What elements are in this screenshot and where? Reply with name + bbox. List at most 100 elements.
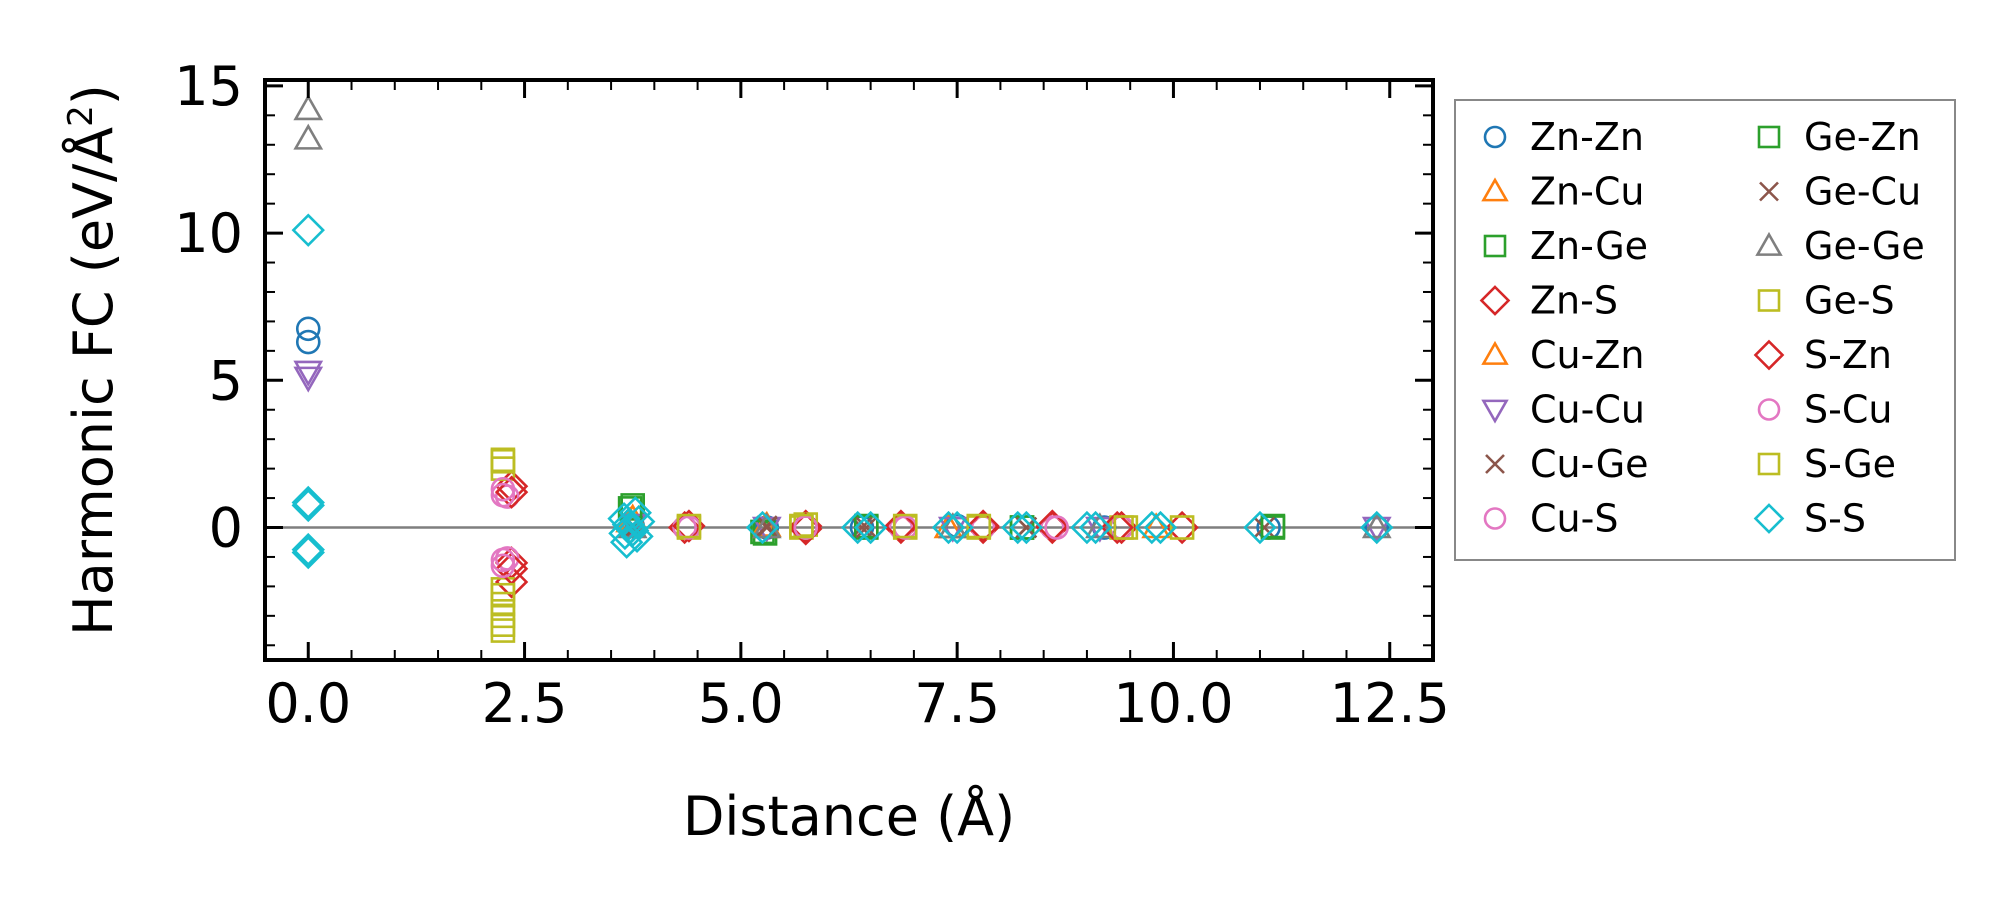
legend-marker-ge-zn xyxy=(1757,125,1781,149)
point-ge-s xyxy=(1169,515,1195,540)
point-s-cu xyxy=(490,553,516,579)
x-tick-label: 10.0 xyxy=(1113,672,1233,735)
legend-marker-zn-cu xyxy=(1481,177,1509,202)
legend-label-cu-ge: Cu-Ge xyxy=(1530,442,1649,486)
point-s-cu xyxy=(793,515,819,540)
y-axis-title-main: Harmonic FC (eV/Å xyxy=(61,127,125,636)
legend-marker-ge-s xyxy=(1757,289,1781,312)
legend: Zn-Zn Zn-Cu Zn-Ge Zn-S Cu-Zn Cu-Cu Cu-Ge Cu-S Ge… xyxy=(1454,99,1956,561)
point-ge-ge xyxy=(1361,512,1392,539)
point-s-s xyxy=(940,510,974,545)
plot-frame xyxy=(263,78,1435,662)
y-tick-label: 10 xyxy=(174,202,243,265)
legend-label-s-ge: S-Ge xyxy=(1804,442,1896,486)
y-axis-title-tail: ) xyxy=(62,84,125,105)
legend-marker-s-zn xyxy=(1753,339,1785,371)
legend-box xyxy=(1454,99,1956,561)
legend-marker-cu-ge xyxy=(1485,454,1505,474)
legend-label-zn-cu: Zn-Cu xyxy=(1530,170,1644,214)
x-tick-label: 7.5 xyxy=(914,672,1000,735)
legend-label-cu-cu: Cu-Cu xyxy=(1530,388,1645,432)
legend-marker-ge-cu xyxy=(1759,181,1779,202)
point-ge-zn xyxy=(1260,513,1286,539)
point-s-ge xyxy=(789,513,814,539)
legend-label-ge-cu: Ge-Cu xyxy=(1804,170,1921,214)
point-ge-s xyxy=(490,456,516,481)
scatter-points xyxy=(291,94,1394,643)
point-cu-ge xyxy=(1253,516,1276,539)
point-s-s xyxy=(291,213,325,247)
legend-label-s-s: S-S xyxy=(1804,497,1866,541)
point-s-zn xyxy=(884,509,918,543)
legend-label-s-zn: S-Zn xyxy=(1804,333,1892,377)
point-s-cu xyxy=(1044,515,1069,540)
point-ge-s xyxy=(490,447,516,473)
point-cu-cu xyxy=(293,366,324,393)
legend-marker-s-s xyxy=(1753,503,1785,534)
y-axis-title: Harmonic FC (eV/Å2) xyxy=(61,84,125,636)
point-s-cu xyxy=(490,482,516,508)
point-ge-cu xyxy=(855,516,878,539)
point-s-cu xyxy=(490,547,516,573)
axis-ticks xyxy=(264,80,1434,660)
axis-tick-labels: 0.0 2.5 5.0 7.5 10.0 12.5 0 5 10 15 xyxy=(174,55,1450,735)
legend-marker-cu-zn xyxy=(1481,340,1509,365)
x-tick-label: 0.0 xyxy=(265,672,351,735)
point-s-s xyxy=(291,535,325,570)
point-cu-cu xyxy=(1361,516,1392,543)
legend-marker-cu-cu xyxy=(1481,399,1509,424)
point-s-s xyxy=(1360,510,1394,545)
legend-label-zn-ge: Zn-Ge xyxy=(1530,224,1648,268)
x-tick-label: 5.0 xyxy=(698,672,784,735)
point-s-s xyxy=(291,485,325,520)
point-s-zn xyxy=(966,509,1000,543)
legend-marker-zn-s xyxy=(1479,285,1511,316)
point-s-ge xyxy=(490,448,516,474)
y-tick-label: 15 xyxy=(174,55,243,118)
legend-label-cu-s: Cu-S xyxy=(1530,497,1618,541)
point-s-s xyxy=(622,504,656,539)
legend-marker-ge-ge xyxy=(1755,231,1783,256)
point-s-s xyxy=(1243,510,1277,545)
x-axis-title: Distance (Å) xyxy=(683,784,1015,848)
point-s-s xyxy=(840,510,875,545)
legend-marker-s-cu xyxy=(1757,398,1781,421)
point-s-s xyxy=(1143,510,1178,545)
point-ge-ge xyxy=(293,94,324,121)
y-tick-label: 0 xyxy=(209,497,243,560)
x-tick-label: 2.5 xyxy=(482,672,568,735)
point-s-s xyxy=(745,510,780,545)
point-s-s xyxy=(620,519,654,554)
point-s-s xyxy=(291,488,325,523)
y-axis-title-superscript: 2 xyxy=(61,105,101,127)
point-cu-cu xyxy=(293,360,324,387)
legend-marker-zn-ge xyxy=(1483,234,1507,258)
point-ge-ge xyxy=(293,123,324,150)
y-tick-label: 5 xyxy=(209,349,243,412)
point-s-ge xyxy=(892,513,918,539)
point-ge-s xyxy=(490,618,516,643)
point-zn-zn xyxy=(295,329,321,355)
point-s-s xyxy=(1009,510,1044,545)
legend-label-s-cu: S-Cu xyxy=(1804,388,1892,432)
legend-marker-cu-s xyxy=(1483,507,1507,530)
point-s-s xyxy=(291,532,325,567)
legend-label-ge-s: Ge-S xyxy=(1804,279,1895,323)
point-s-ge xyxy=(966,513,992,539)
point-s-s xyxy=(1078,510,1113,545)
point-s-ge xyxy=(490,582,516,608)
legend-marker-s-ge xyxy=(1757,452,1781,476)
legend-label-zn-zn: Zn-Zn xyxy=(1530,115,1644,159)
point-s-ge xyxy=(490,612,516,637)
point-s-cu xyxy=(490,476,516,502)
point-s-s xyxy=(1001,510,1035,545)
legend-label-ge-ge: Ge-Ge xyxy=(1804,224,1925,268)
point-s-zn xyxy=(1035,509,1070,543)
point-s-s xyxy=(1070,510,1104,545)
point-zn-zn xyxy=(295,316,321,342)
point-s-s xyxy=(853,510,888,545)
legend-label-cu-zn: Cu-Zn xyxy=(1530,333,1644,377)
point-s-zn xyxy=(494,475,529,509)
legend-marker-zn-zn xyxy=(1483,125,1507,149)
